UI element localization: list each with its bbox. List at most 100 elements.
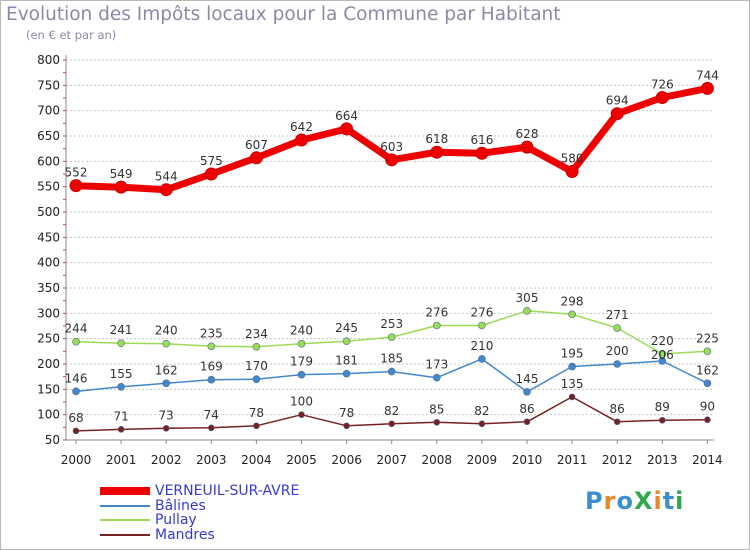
data-point-pullay xyxy=(613,324,622,332)
data-point-verneuil xyxy=(249,151,263,165)
data-point-balines xyxy=(72,387,80,396)
data-point-verneuil xyxy=(520,140,534,154)
data-point-balines xyxy=(703,379,712,388)
data-label-pullay: 276 xyxy=(470,305,493,319)
data-label-mandres: 68 xyxy=(68,411,83,425)
data-label-pullay: 220 xyxy=(651,334,674,348)
legend-swatch-mandres xyxy=(100,533,150,536)
y-tick-label: 500 xyxy=(37,205,60,219)
data-label-pullay: 235 xyxy=(200,326,223,340)
data-point-verneuil xyxy=(565,164,579,178)
data-label-pullay: 241 xyxy=(110,323,133,337)
data-label-balines: 169 xyxy=(200,360,223,374)
data-label-mandres: 82 xyxy=(384,404,399,418)
logo-letter: i xyxy=(675,487,685,515)
data-point-pullay xyxy=(252,342,261,351)
data-label-balines: 195 xyxy=(561,347,584,361)
data-label-mandres: 86 xyxy=(610,402,625,416)
data-point-mandres xyxy=(478,420,486,428)
data-point-pullay xyxy=(72,337,80,346)
data-point-pullay xyxy=(523,306,531,315)
data-label-pullay: 240 xyxy=(290,324,313,338)
data-point-verneuil xyxy=(159,183,173,197)
data-point-verneuil xyxy=(430,145,444,159)
x-tick-label: 2007 xyxy=(376,453,407,467)
data-label-mandres: 74 xyxy=(204,408,219,422)
data-label-pullay: 244 xyxy=(65,322,88,336)
data-label-verneuil: 580 xyxy=(561,151,584,165)
y-tick-label: 200 xyxy=(37,357,60,371)
data-point-pullay xyxy=(297,339,306,348)
data-label-balines: 162 xyxy=(155,363,178,377)
data-label-pullay: 271 xyxy=(606,308,629,322)
data-point-mandres xyxy=(388,420,396,428)
data-point-pullay xyxy=(117,339,125,348)
data-point-balines xyxy=(568,362,576,371)
data-label-balines: 206 xyxy=(651,348,674,362)
data-label-verneuil: 618 xyxy=(425,132,448,146)
proxiti-logo: ProXiti xyxy=(585,487,684,515)
data-point-balines xyxy=(252,375,261,384)
x-tick-label: 2004 xyxy=(241,453,272,467)
data-point-verneuil xyxy=(69,179,83,193)
x-tick-label: 2006 xyxy=(331,453,362,467)
y-tick-label: 650 xyxy=(37,129,60,143)
data-point-balines xyxy=(162,379,170,388)
logo-letter: P xyxy=(585,487,604,515)
legend-label-pullay: Pullay xyxy=(155,512,197,528)
data-point-mandres xyxy=(433,418,441,426)
data-point-verneuil xyxy=(114,180,128,194)
y-tick-label: 550 xyxy=(37,180,60,194)
chart-title: Evolution des Impôts locaux pour la Comm… xyxy=(6,4,561,25)
x-tick-label: 2002 xyxy=(151,453,182,467)
data-label-balines: 162 xyxy=(696,363,719,377)
data-point-mandres xyxy=(208,424,215,432)
data-label-mandres: 78 xyxy=(249,406,264,420)
data-label-pullay: 298 xyxy=(561,294,584,308)
data-point-mandres xyxy=(704,416,711,424)
y-tick-label: 800 xyxy=(37,53,60,67)
data-label-verneuil: 603 xyxy=(380,140,403,154)
x-tick-label: 2001 xyxy=(106,453,137,467)
data-point-pullay xyxy=(478,321,486,330)
data-label-verneuil: 544 xyxy=(155,170,178,184)
data-point-mandres xyxy=(613,418,621,426)
data-point-verneuil xyxy=(655,90,669,104)
data-label-balines: 185 xyxy=(380,352,403,366)
data-point-pullay xyxy=(432,321,441,330)
y-tick-label: 100 xyxy=(37,408,60,422)
data-point-verneuil xyxy=(204,167,218,181)
data-label-verneuil: 664 xyxy=(335,109,358,123)
data-label-verneuil: 607 xyxy=(245,138,268,152)
data-point-balines xyxy=(432,373,441,382)
data-point-pullay xyxy=(658,350,667,358)
data-label-pullay: 245 xyxy=(335,321,358,335)
x-tick-label: 2010 xyxy=(512,453,543,467)
data-labels: 552 549 544 575 607 642 664 603 618 616 628 580 694 7… xyxy=(65,68,719,425)
data-point-verneuil xyxy=(295,133,308,147)
data-label-balines: 155 xyxy=(110,367,133,381)
data-point-mandres xyxy=(568,393,576,401)
data-label-mandres: 73 xyxy=(159,408,174,422)
logo-letter: r xyxy=(603,487,617,515)
data-point-mandres xyxy=(658,416,666,424)
x-tick-label: 2008 xyxy=(422,453,453,467)
chart-subtitle: (en € et par an) xyxy=(26,28,117,42)
y-tick-label: 350 xyxy=(37,281,60,295)
y-tick-label: 300 xyxy=(37,306,60,320)
y-axis: 50 100 150 200 250 300 350 400 450 500 550 600 650 70… xyxy=(37,53,67,447)
data-label-mandres: 71 xyxy=(113,409,128,423)
data-point-mandres xyxy=(298,411,305,418)
legend-label-verneuil: VERNEUIL-SUR-AVRE xyxy=(155,483,300,499)
data-point-balines xyxy=(342,369,351,378)
grid-lines xyxy=(66,59,714,441)
data-point-verneuil xyxy=(475,146,489,160)
data-label-verneuil: 744 xyxy=(696,68,719,82)
data-label-mandres: 86 xyxy=(519,402,534,416)
data-label-balines: 173 xyxy=(425,358,448,372)
logo-letter: i xyxy=(653,487,663,515)
data-label-verneuil: 726 xyxy=(651,77,674,91)
data-point-verneuil xyxy=(340,122,354,136)
data-label-mandres: 89 xyxy=(655,400,670,414)
data-label-verneuil: 694 xyxy=(606,94,629,108)
